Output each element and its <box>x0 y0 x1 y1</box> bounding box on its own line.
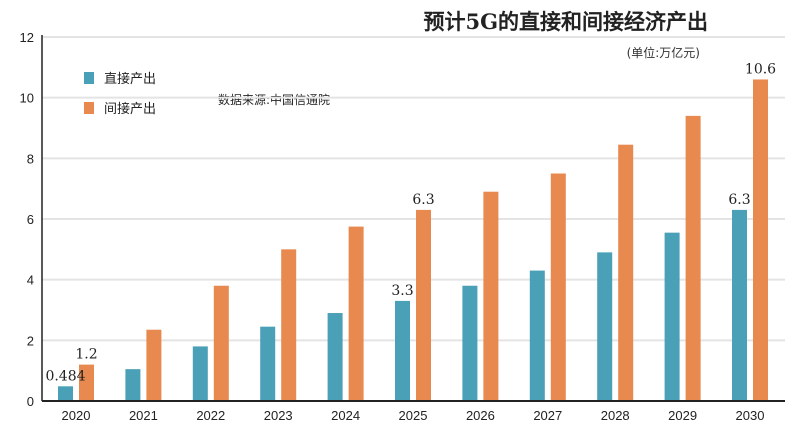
x-tick-label: 2020 <box>62 408 91 423</box>
x-tick-label: 2025 <box>399 408 428 423</box>
bar-direct-2024 <box>327 313 343 401</box>
legend-swatch <box>84 72 94 84</box>
bar-direct-2022 <box>192 346 208 401</box>
bar-direct-2027 <box>529 270 545 401</box>
bar-indirect-2024 <box>348 226 364 401</box>
bar-indirect-2029 <box>685 115 701 401</box>
y-tick-label: 10 <box>20 91 34 106</box>
data-label: 6.3 <box>728 192 750 208</box>
x-tick-label: 2030 <box>736 408 765 423</box>
bar-direct-2023 <box>260 326 276 401</box>
bar-direct-2020 <box>58 386 73 401</box>
chart-title: 预计5G的直接和间接经济产出 <box>423 9 708 34</box>
x-tick-label: 2029 <box>668 408 697 423</box>
x-tick-label: 2023 <box>264 408 293 423</box>
x-tick-label: 2027 <box>533 408 562 423</box>
legend-label: 间接产出 <box>104 101 156 117</box>
data-label: 1.2 <box>75 347 97 363</box>
bar-indirect-2022 <box>213 285 229 401</box>
legend-swatch <box>84 102 94 114</box>
unit-note: (单位:万亿元) <box>627 45 700 60</box>
bar-direct-2025 <box>395 300 410 401</box>
data-label: 10.6 <box>745 61 776 77</box>
bar-direct-2030 <box>732 209 747 401</box>
bar-indirect-2027 <box>550 173 566 401</box>
y-tick-label: 2 <box>27 333 34 348</box>
bar-indirect-2021 <box>146 329 162 401</box>
x-tick-label: 2024 <box>331 408 360 423</box>
source-note: 数据来源:中国信通院 <box>218 92 330 107</box>
y-tick-label: 8 <box>27 151 34 166</box>
data-label: 6.3 <box>412 192 434 208</box>
bar-direct-2029 <box>664 232 680 401</box>
x-tick-label: 2021 <box>129 408 158 423</box>
bar-indirect-2030 <box>753 79 768 401</box>
y-tick-label: 4 <box>27 273 34 288</box>
bar-indirect-2026 <box>483 191 499 401</box>
bar-indirect-2023 <box>281 249 297 401</box>
bar-indirect-2025 <box>416 209 431 401</box>
y-tick-label: 12 <box>20 30 34 45</box>
x-tick-label: 2026 <box>466 408 495 423</box>
bar-direct-2021 <box>125 369 141 401</box>
data-label: 3.3 <box>391 283 413 299</box>
bar-indirect-2020 <box>79 364 94 401</box>
bar-direct-2028 <box>597 252 613 401</box>
x-tick-label: 2028 <box>601 408 630 423</box>
bar-direct-2026 <box>462 285 478 401</box>
y-tick-label: 6 <box>27 212 34 227</box>
bar-indirect-2028 <box>618 144 634 401</box>
y-tick-label: 0 <box>27 394 34 409</box>
legend-label: 直接产出 <box>104 71 156 87</box>
data-label: 0.484 <box>45 368 85 384</box>
x-tick-label: 2022 <box>196 408 225 423</box>
